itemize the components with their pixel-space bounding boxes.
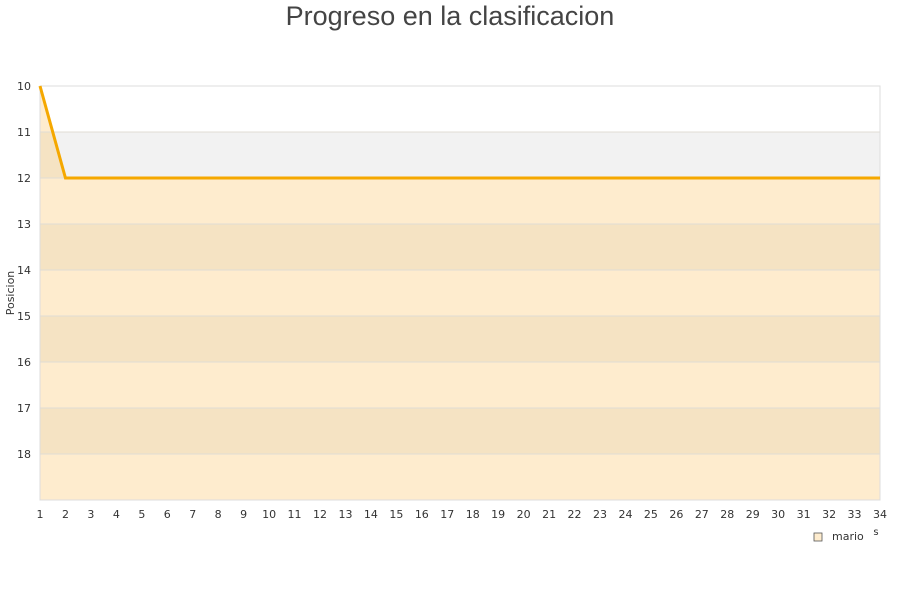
x-tick-label: 30 <box>771 508 785 521</box>
y-tick-label: 18 <box>17 448 31 461</box>
x-tick-label: 12 <box>313 508 327 521</box>
legend-label: mario <box>832 530 864 543</box>
x-tick-label: 25 <box>644 508 658 521</box>
x-tick-label: 6 <box>164 508 171 521</box>
x-tick-label: 11 <box>288 508 302 521</box>
area-band <box>40 316 880 362</box>
x-tick-label: 17 <box>440 508 454 521</box>
x-tick-label: 21 <box>542 508 556 521</box>
y-tick-label: 16 <box>17 356 31 369</box>
x-tick-label: 5 <box>138 508 145 521</box>
x-tick-label: 8 <box>215 508 222 521</box>
x-tick-label: 22 <box>568 508 582 521</box>
x-tick-label: 13 <box>338 508 352 521</box>
y-tick-label: 11 <box>17 126 31 139</box>
series-line <box>38 85 880 180</box>
y-tick-label: 15 <box>17 310 31 323</box>
x-tick-label: 27 <box>695 508 709 521</box>
plot-border <box>39 85 881 501</box>
y-tick-label: 13 <box>17 218 31 231</box>
x-tick-label: 28 <box>720 508 734 521</box>
x-tick-label: 10 <box>262 508 276 521</box>
x-tick-label: 29 <box>746 508 760 521</box>
x-tick-label: 33 <box>848 508 862 521</box>
x-tick-label: 34 <box>873 508 887 521</box>
x-tick-label: 20 <box>517 508 531 521</box>
grid-band <box>40 86 880 132</box>
x-axis-label: s <box>873 527 878 538</box>
area-band <box>40 408 880 454</box>
x-tick-label: 32 <box>822 508 836 521</box>
x-tick-label: 23 <box>593 508 607 521</box>
y-axis-label: Posicion <box>4 271 17 316</box>
x-tick-label: 19 <box>491 508 505 521</box>
legend-swatch <box>813 532 823 542</box>
chart-title: Progreso en la clasificacion <box>285 1 615 31</box>
x-tick-label: 24 <box>618 508 632 521</box>
y-tick-label: 14 <box>17 264 31 277</box>
y-tick-label: 17 <box>17 402 31 415</box>
area-band <box>40 224 880 270</box>
x-tick-label: 14 <box>364 508 378 521</box>
grid-band <box>40 132 880 178</box>
y-tick-label: 10 <box>17 80 31 93</box>
x-tick-label: 31 <box>797 508 811 521</box>
x-tick-label: 15 <box>389 508 403 521</box>
y-tick-label: 12 <box>17 172 31 185</box>
x-tick-label: 7 <box>189 508 196 521</box>
x-tick-label: 26 <box>669 508 683 521</box>
x-tick-label: 4 <box>113 508 120 521</box>
x-tick-label: 2 <box>62 508 69 521</box>
x-tick-label: 18 <box>466 508 480 521</box>
x-tick-label: 3 <box>87 508 94 521</box>
series-area <box>40 86 880 500</box>
x-tick-label: 16 <box>415 508 429 521</box>
x-tick-label: 1 <box>37 508 44 521</box>
x-tick-label: 9 <box>240 508 247 521</box>
